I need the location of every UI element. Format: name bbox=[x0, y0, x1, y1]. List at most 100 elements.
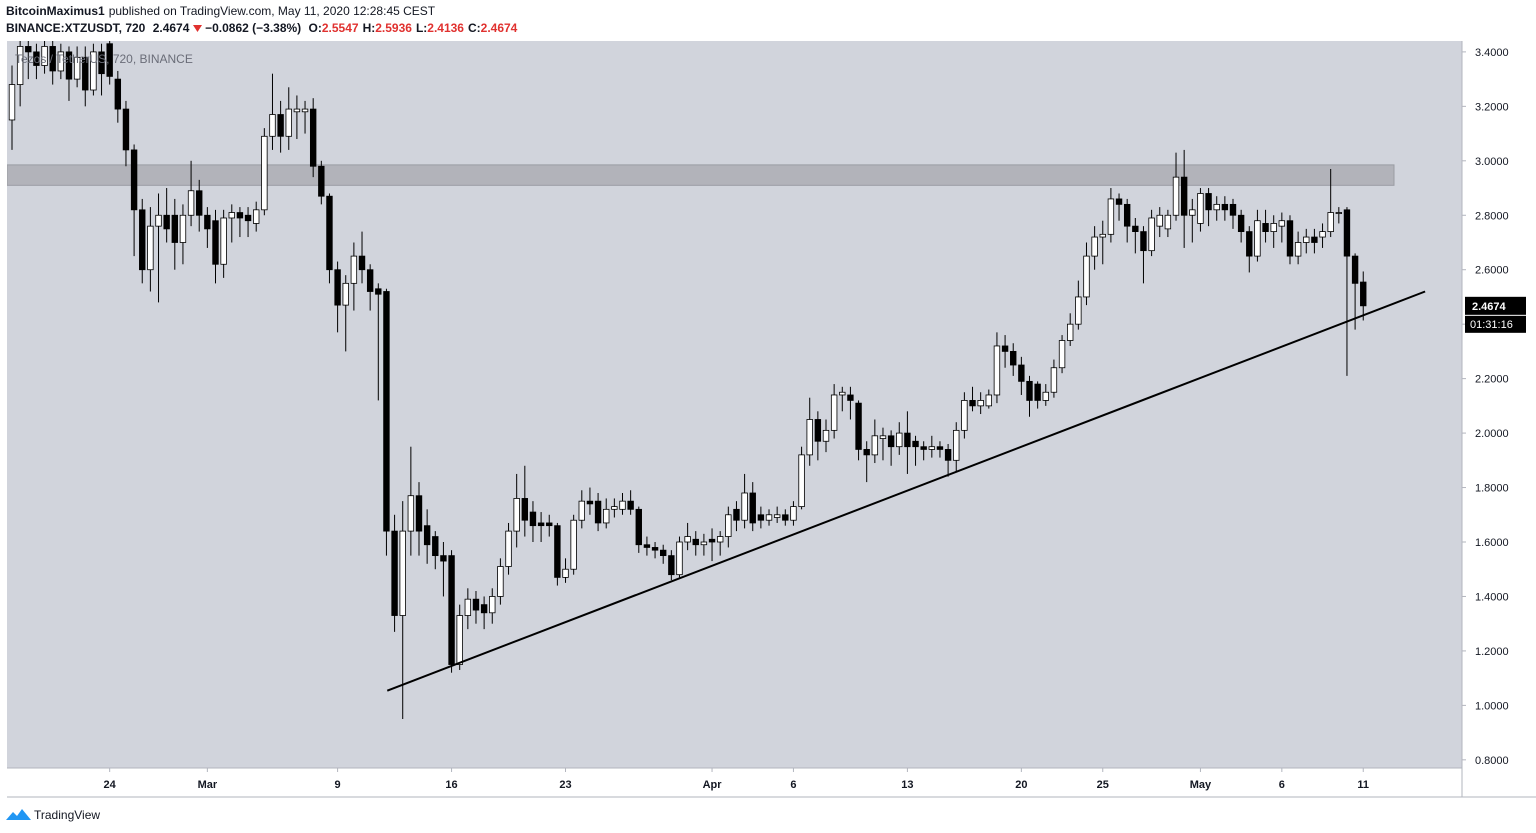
candle-body bbox=[660, 549, 667, 557]
candle-body bbox=[1075, 296, 1082, 325]
y-tick-label: 3.0000 bbox=[1475, 156, 1509, 168]
candle-body bbox=[1327, 212, 1334, 232]
candle-body bbox=[1189, 209, 1196, 216]
candle-body bbox=[700, 541, 708, 546]
published: published on TradingView.com, May 11, 20… bbox=[108, 4, 436, 18]
candle-body bbox=[773, 514, 781, 518]
resistance-zone bbox=[7, 164, 1395, 186]
candle-body bbox=[139, 209, 146, 271]
candle-body bbox=[985, 394, 992, 407]
candle-body bbox=[1213, 203, 1220, 211]
candle-body bbox=[1001, 345, 1009, 352]
candle-body bbox=[472, 598, 480, 611]
candle-body bbox=[464, 598, 472, 616]
candle-body bbox=[1351, 255, 1359, 284]
candle-body bbox=[1180, 176, 1188, 216]
last-price-box bbox=[1465, 296, 1526, 315]
y-tick-label: 1.4000 bbox=[1475, 591, 1509, 603]
plot-area bbox=[7, 41, 1462, 768]
candle-body bbox=[513, 498, 520, 532]
candle-body bbox=[155, 214, 162, 227]
ohlc-label: H: bbox=[362, 21, 376, 35]
y-tick-label: 2.6000 bbox=[1475, 265, 1509, 277]
candle-body bbox=[1343, 209, 1351, 257]
candle-body bbox=[236, 212, 244, 219]
candle-body bbox=[16, 46, 24, 85]
candle-body bbox=[554, 525, 561, 578]
candle-body bbox=[1164, 214, 1172, 230]
candle-body bbox=[716, 536, 724, 543]
candle-body bbox=[269, 114, 276, 137]
candle-body bbox=[106, 43, 113, 77]
candle-body bbox=[619, 500, 626, 510]
candle-body bbox=[790, 506, 797, 521]
header-line: BitcoinMaximus1 published on TradingView.… bbox=[6, 3, 517, 20]
countdown-box bbox=[1465, 315, 1526, 333]
candle-body bbox=[1172, 176, 1180, 216]
candle-body bbox=[839, 391, 846, 396]
candle-body bbox=[334, 269, 341, 306]
candle-body bbox=[782, 514, 789, 521]
candle-body bbox=[147, 225, 154, 271]
candle-body bbox=[41, 46, 48, 66]
change: −0.0862 (−3.38%) bbox=[205, 21, 302, 35]
candle-body bbox=[1303, 236, 1310, 243]
candle-body bbox=[1335, 212, 1343, 214]
candle-body bbox=[350, 255, 358, 284]
candle-body bbox=[708, 538, 716, 543]
candle-body bbox=[1286, 220, 1294, 257]
candle-body bbox=[277, 114, 284, 137]
candle-body bbox=[1148, 217, 1155, 252]
candle-body bbox=[122, 108, 130, 151]
x-tick-label: 23 bbox=[559, 779, 571, 791]
candle-body bbox=[480, 604, 488, 614]
candle-body bbox=[684, 536, 691, 543]
candle-body bbox=[326, 195, 333, 271]
ohlc: O:2.5547 H:2.5936 L:2.4136 C:2.4674 bbox=[305, 21, 518, 35]
candle-body bbox=[887, 435, 895, 448]
symbol: BINANCE:XTZUSDT, 720 bbox=[6, 21, 146, 35]
candle-body bbox=[749, 492, 756, 524]
candle-body bbox=[1319, 231, 1326, 238]
candle-body bbox=[187, 190, 195, 216]
candle-body bbox=[8, 84, 16, 121]
candle-body bbox=[643, 544, 651, 548]
candle-body bbox=[25, 46, 32, 53]
candle-body bbox=[293, 108, 301, 113]
candle-body bbox=[1205, 193, 1212, 211]
candle-body bbox=[163, 214, 170, 230]
candle-body bbox=[586, 500, 594, 505]
candle-body bbox=[993, 345, 1001, 396]
candle-body bbox=[562, 568, 569, 578]
y-tick-label: 2.8000 bbox=[1475, 210, 1509, 222]
x-tick-label: Mar bbox=[198, 779, 218, 791]
candle-body bbox=[1262, 223, 1269, 232]
candle-body bbox=[1067, 323, 1074, 341]
candle-body bbox=[90, 51, 97, 91]
candle-body bbox=[1050, 367, 1058, 393]
candle-body bbox=[668, 555, 675, 576]
candle-body bbox=[546, 522, 553, 527]
candle-body bbox=[1034, 383, 1041, 401]
brand-logo bbox=[6, 809, 31, 820]
candle-body bbox=[879, 435, 887, 439]
last: 2.4674 bbox=[152, 21, 190, 35]
candle-body bbox=[1278, 220, 1286, 227]
candle-body bbox=[1099, 233, 1106, 238]
candle-body bbox=[537, 522, 545, 527]
candle-body bbox=[920, 446, 927, 450]
candle-body bbox=[57, 51, 65, 72]
candle-body bbox=[1083, 255, 1090, 298]
candle-body bbox=[765, 514, 773, 521]
x-tick-label: May bbox=[1190, 779, 1212, 791]
candle-body bbox=[1197, 193, 1204, 224]
candle-body bbox=[896, 432, 903, 448]
author[interactable]: BitcoinMaximus1 bbox=[6, 4, 105, 18]
candle-body bbox=[1229, 203, 1237, 216]
x-tick-label: 20 bbox=[1015, 779, 1027, 791]
candle-body bbox=[1246, 231, 1253, 257]
candle-body bbox=[1237, 214, 1245, 232]
candle-body bbox=[1254, 220, 1261, 257]
